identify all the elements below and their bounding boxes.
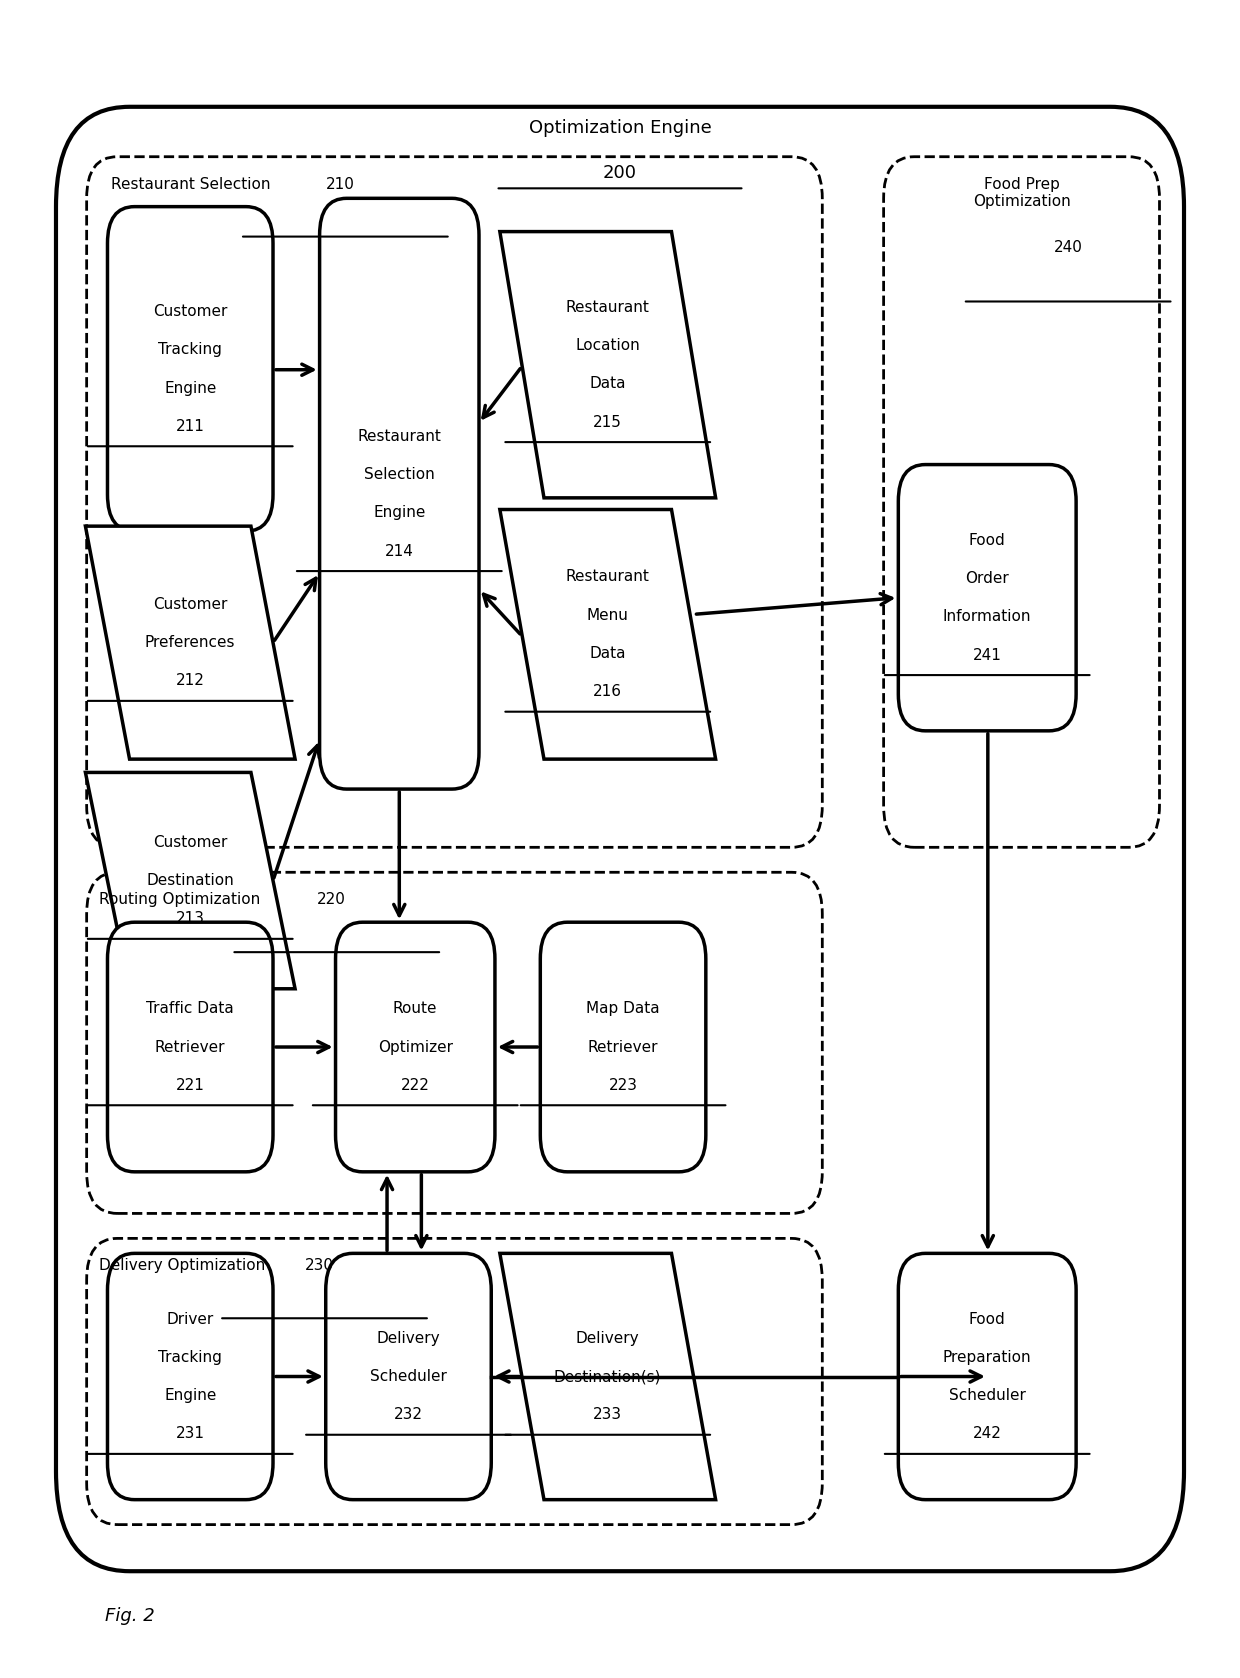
- Text: Engine: Engine: [164, 381, 217, 396]
- Text: Optimizer: Optimizer: [378, 1039, 453, 1054]
- Text: Food: Food: [968, 1312, 1006, 1327]
- Text: Retriever: Retriever: [588, 1039, 658, 1054]
- Text: Customer: Customer: [153, 836, 227, 849]
- Polygon shape: [86, 527, 295, 758]
- Text: Destination: Destination: [146, 873, 234, 888]
- Text: 241: 241: [973, 648, 1002, 663]
- FancyBboxPatch shape: [898, 465, 1076, 732]
- Text: Preferences: Preferences: [145, 636, 236, 649]
- Text: Delivery: Delivery: [575, 1331, 640, 1346]
- Text: 211: 211: [176, 420, 205, 435]
- Text: Restaurant: Restaurant: [357, 430, 441, 443]
- Text: 223: 223: [609, 1077, 637, 1092]
- Text: Fig. 2: Fig. 2: [105, 1608, 155, 1624]
- Text: Driver: Driver: [166, 1312, 213, 1327]
- Text: 221: 221: [176, 1077, 205, 1092]
- Polygon shape: [500, 510, 715, 758]
- Text: 220: 220: [317, 893, 346, 908]
- Text: Location: Location: [575, 337, 640, 352]
- Text: Destination(s): Destination(s): [554, 1369, 661, 1384]
- Text: Route: Route: [393, 1002, 438, 1017]
- Text: Optimization Engine: Optimization Engine: [528, 119, 712, 138]
- Text: 210: 210: [326, 176, 355, 191]
- Text: Preparation: Preparation: [942, 1349, 1032, 1364]
- Text: 213: 213: [176, 911, 205, 926]
- Text: Engine: Engine: [164, 1388, 217, 1403]
- Text: Food: Food: [968, 534, 1006, 547]
- FancyBboxPatch shape: [56, 107, 1184, 1571]
- Text: Food Prep
Optimization: Food Prep Optimization: [972, 176, 1070, 210]
- Text: Selection: Selection: [363, 466, 435, 482]
- Text: 215: 215: [593, 414, 622, 430]
- Text: Engine: Engine: [373, 505, 425, 520]
- Text: Tracking: Tracking: [159, 1349, 222, 1364]
- Text: 230: 230: [305, 1258, 334, 1274]
- FancyBboxPatch shape: [108, 206, 273, 532]
- Text: 233: 233: [593, 1408, 622, 1423]
- Text: Tracking: Tracking: [159, 342, 222, 357]
- Text: 214: 214: [384, 544, 414, 559]
- Text: 222: 222: [401, 1077, 430, 1092]
- FancyBboxPatch shape: [326, 1253, 491, 1500]
- FancyBboxPatch shape: [898, 1253, 1076, 1500]
- FancyBboxPatch shape: [541, 923, 706, 1171]
- Text: 240: 240: [1054, 240, 1083, 255]
- Text: Delivery: Delivery: [377, 1331, 440, 1346]
- Text: 200: 200: [603, 164, 637, 183]
- Polygon shape: [86, 772, 295, 988]
- Polygon shape: [500, 232, 715, 498]
- Text: Routing Optimization: Routing Optimization: [99, 893, 265, 908]
- Text: Map Data: Map Data: [587, 1002, 660, 1017]
- Text: Restaurant: Restaurant: [565, 300, 650, 315]
- Text: Information: Information: [942, 609, 1032, 624]
- FancyBboxPatch shape: [336, 923, 495, 1171]
- Text: 212: 212: [176, 673, 205, 688]
- Text: Traffic Data: Traffic Data: [146, 1002, 234, 1017]
- Text: Menu: Menu: [587, 607, 629, 623]
- Text: 231: 231: [176, 1426, 205, 1441]
- Text: Restaurant Selection: Restaurant Selection: [112, 176, 275, 191]
- Text: Data: Data: [589, 646, 626, 661]
- Text: Delivery Optimization: Delivery Optimization: [99, 1258, 270, 1274]
- Text: Data: Data: [589, 376, 626, 391]
- Polygon shape: [500, 1253, 715, 1500]
- Text: Order: Order: [966, 571, 1009, 586]
- Text: Customer: Customer: [153, 597, 227, 612]
- Text: Customer: Customer: [153, 304, 227, 319]
- Text: Scheduler: Scheduler: [949, 1388, 1025, 1403]
- FancyBboxPatch shape: [320, 198, 479, 789]
- Text: Scheduler: Scheduler: [370, 1369, 446, 1384]
- FancyBboxPatch shape: [108, 923, 273, 1171]
- Text: Retriever: Retriever: [155, 1039, 226, 1054]
- FancyBboxPatch shape: [108, 1253, 273, 1500]
- Text: 216: 216: [593, 685, 622, 700]
- Text: Restaurant: Restaurant: [565, 569, 650, 584]
- Text: 232: 232: [394, 1408, 423, 1423]
- Text: 242: 242: [973, 1426, 1002, 1441]
